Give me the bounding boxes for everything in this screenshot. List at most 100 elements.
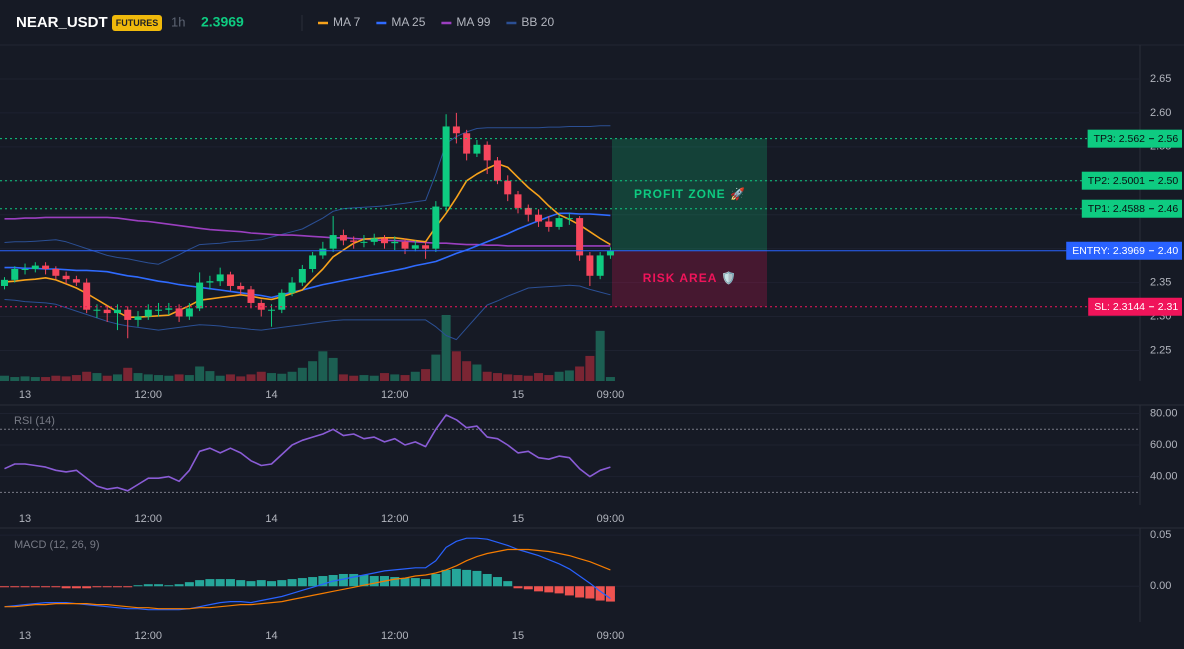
volume-bar <box>297 367 307 381</box>
macd-histogram-bar <box>256 580 266 587</box>
macd-histogram-bar <box>390 577 400 587</box>
macd-histogram-bar <box>482 573 492 587</box>
x-tick-label: 09:00 <box>597 389 625 401</box>
candle-body <box>185 308 193 317</box>
y-tick-label: 40.00 <box>1150 471 1178 483</box>
zone <box>612 250 767 307</box>
level-label: SL: 2.3144 <box>1094 301 1145 313</box>
macd-line <box>4 548 611 610</box>
x-tick-label: 12:00 <box>135 389 163 401</box>
x-tick-label: 12:00 <box>135 513 163 525</box>
level-price: 2.50 <box>1158 175 1179 187</box>
zone-label: RISK AREA 🛡️ <box>643 271 737 285</box>
candle-body <box>124 309 132 320</box>
volume-bar <box>308 361 318 381</box>
candle-body <box>237 285 245 290</box>
volume-bar <box>390 374 400 381</box>
volume-bar <box>369 375 379 381</box>
macd-histogram-bar <box>30 586 40 588</box>
macd-histogram-bar <box>51 586 61 588</box>
x-tick-label: 15 <box>512 513 524 525</box>
volume-bar <box>544 375 554 381</box>
candle-body <box>226 274 234 286</box>
macd-histogram-bar <box>112 586 122 588</box>
rsi-line <box>4 414 611 492</box>
candle-body <box>144 309 152 317</box>
symbol: NEAR_USDT <box>16 14 108 31</box>
x-tick-label: 15 <box>512 389 524 401</box>
macd-line <box>4 537 611 611</box>
candle-body <box>83 282 91 310</box>
volume-bar <box>575 366 585 381</box>
moving-average <box>4 163 611 318</box>
macd-histogram-bar <box>554 586 564 594</box>
interval: 1h <box>171 14 185 29</box>
macd-histogram-bar <box>451 568 461 587</box>
macd-histogram-bar <box>143 584 153 587</box>
x-tick-label: 09:00 <box>597 513 625 525</box>
volume-bar <box>246 374 256 381</box>
candle-body <box>113 309 121 314</box>
x-tick-label: 14 <box>265 389 277 401</box>
legend-label: BB 20 <box>521 15 554 29</box>
volume-bar <box>184 375 194 381</box>
volume-bar <box>112 374 122 381</box>
macd-histogram-bar <box>61 586 71 589</box>
level-price: 2.40 <box>1158 245 1179 257</box>
macd-histogram-bar <box>297 578 307 587</box>
macd-histogram-bar <box>164 585 174 587</box>
candle-body <box>596 255 604 276</box>
zone-label: PROFIT ZONE 🚀 <box>634 187 746 201</box>
y-tick-label: 0.00 <box>1150 580 1171 592</box>
candle-body <box>452 126 460 134</box>
candle-body <box>606 250 614 256</box>
volume-bar <box>123 367 133 381</box>
level-chip <box>1088 297 1182 316</box>
macd-histogram-bar <box>246 581 256 587</box>
volume-bar <box>205 371 215 381</box>
volume-bar <box>236 376 246 381</box>
volume-bar <box>51 375 61 381</box>
level-price: 2.46 <box>1158 203 1179 215</box>
candle-body <box>545 221 553 227</box>
volume-bar <box>0 375 9 381</box>
candle-body <box>524 207 532 215</box>
volume-bar <box>215 375 225 381</box>
volume-bar <box>102 375 112 381</box>
macd-histogram-bar <box>575 586 585 598</box>
candle-body <box>21 269 29 270</box>
macd-histogram-bar <box>225 579 235 587</box>
market-badge-label: FUTURES <box>116 18 159 28</box>
volume-bar <box>421 369 431 381</box>
panel-title: RSI (14) <box>14 415 55 427</box>
x-tick-label: 13 <box>19 630 31 642</box>
volume-bar <box>82 371 92 381</box>
level-price: 2.31 <box>1158 301 1179 313</box>
volume-bar <box>441 315 451 381</box>
panel-title: MACD (12, 26, 9) <box>14 539 100 551</box>
candle-body <box>288 282 296 293</box>
candle-body <box>134 316 142 320</box>
y-tick-label: 2.25 <box>1150 344 1171 356</box>
volume-bar <box>133 373 143 381</box>
level-chip <box>1087 129 1182 148</box>
macd-histogram-bar <box>123 586 133 588</box>
macd-histogram-bar <box>41 586 51 588</box>
legend-label: MA 7 <box>333 15 361 29</box>
volume-bar <box>503 374 513 381</box>
y-tick-label: 80.00 <box>1150 407 1178 419</box>
macd-histogram-bar <box>523 586 533 590</box>
y-tick-label: 0.05 <box>1150 529 1171 541</box>
volume-bar <box>410 371 420 381</box>
macd-histogram-bar <box>308 577 318 587</box>
volume-bar <box>513 375 523 381</box>
moving-average <box>4 212 611 299</box>
candle-body <box>247 289 255 303</box>
volume-bar <box>349 375 359 381</box>
candle-body <box>329 235 337 249</box>
candle-body <box>432 206 440 249</box>
level-label: TP1: 2.4588 <box>1088 203 1145 215</box>
volume-bar <box>379 373 389 381</box>
candle-body <box>535 214 543 222</box>
